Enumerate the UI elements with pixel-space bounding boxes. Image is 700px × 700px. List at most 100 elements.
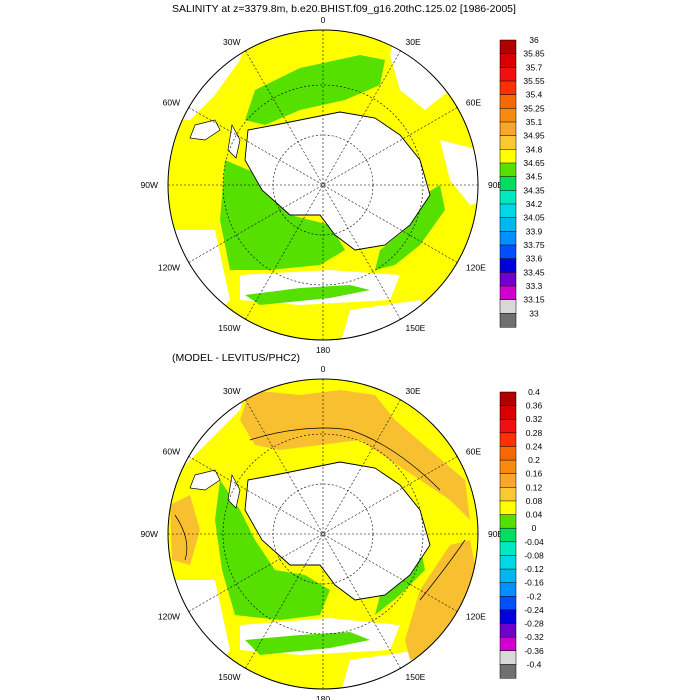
colorbar-swatch xyxy=(499,391,517,407)
longitude-label: 120E xyxy=(466,612,486,622)
colorbar-label: 33.9 xyxy=(526,226,543,236)
longitude-label: 120W xyxy=(158,612,180,622)
colorbar-swatch xyxy=(499,650,517,665)
colorbar-label: -0.36 xyxy=(524,646,544,656)
colorbar-label: 34.05 xyxy=(523,213,545,223)
colorbar-swatch xyxy=(499,582,517,597)
panel-2-orange-west xyxy=(170,495,200,565)
longitude-label: 30W xyxy=(223,386,240,396)
colorbar-label: 0.16 xyxy=(526,469,543,479)
colorbar-swatch xyxy=(499,500,517,516)
colorbar-swatch xyxy=(499,596,517,611)
longitude-label: 60W xyxy=(163,98,180,108)
longitude-label: 90E xyxy=(488,529,503,539)
colorbar-swatch xyxy=(499,432,517,448)
longitude-label: 90E xyxy=(488,180,503,190)
panel-2-title: (MODEL - LEVITUS/PHC2) xyxy=(172,352,300,364)
colorbar-label: 34.95 xyxy=(523,131,545,141)
colorbar-swatch xyxy=(499,418,517,434)
longitude-label: 60W xyxy=(163,447,180,457)
colorbar-label: 35.55 xyxy=(523,76,545,86)
colorbar-label: 34.8 xyxy=(526,144,543,154)
panel-1-graticule xyxy=(168,30,478,340)
colorbar-swatch xyxy=(499,623,517,638)
colorbar-label: -0.08 xyxy=(524,550,544,560)
panel-2-graticule xyxy=(168,379,478,689)
longitude-label: 60E xyxy=(466,98,481,108)
colorbar-label: 34.35 xyxy=(523,185,545,195)
colorbar-swatch xyxy=(499,94,517,109)
longitude-label: 150E xyxy=(406,323,426,333)
panel-2-south-america xyxy=(189,469,221,491)
colorbar-swatch xyxy=(499,190,517,205)
colorbar-label: 36 xyxy=(529,35,539,45)
panel-2-antarctica xyxy=(244,461,431,601)
longitude-label: 90W xyxy=(141,180,158,190)
panel-1-peninsula xyxy=(227,123,241,159)
colorbar-swatch xyxy=(499,272,517,287)
panel-2-frame xyxy=(167,378,479,690)
panel-1-green-west xyxy=(220,160,345,270)
colorbar-swatch xyxy=(499,135,517,150)
colorbar-label: -0.32 xyxy=(524,632,544,642)
longitude-label: 0 xyxy=(321,364,326,374)
colorbar-swatch xyxy=(499,487,517,502)
colorbar-label: 33.75 xyxy=(523,240,545,250)
colorbar-label: -0.12 xyxy=(524,564,544,574)
colorbar-swatch xyxy=(499,555,517,570)
panel-2-colorbar: 0.4 0.36 0.32 0.28 0.24 0.2 0.16 0.12 0.08 0.04 0 -… xyxy=(499,387,544,679)
colorbar-swatch xyxy=(499,217,517,232)
panel-1-frame xyxy=(167,29,479,341)
colorbar-swatch xyxy=(499,527,517,543)
colorbar-label: 33 xyxy=(529,308,539,318)
colorbar-label: 0.36 xyxy=(526,401,543,411)
colorbar-label: 35.4 xyxy=(526,90,543,100)
colorbar-swatch xyxy=(499,176,517,191)
colorbar-swatch xyxy=(499,39,517,55)
colorbar-swatch xyxy=(499,258,517,273)
longitude-label: 30W xyxy=(223,37,240,47)
colorbar-label: 0.2 xyxy=(528,455,540,465)
panel-1-colorbar: 36 35.85 35.7 35.55 35.4 35.25 35.1 34.95 34.8 34… xyxy=(499,35,545,328)
panel-1-map xyxy=(167,29,479,341)
panel-2-peninsula xyxy=(227,473,241,509)
panel-1-longitude-labels: 0 30E 60E 90E 120E 150E 180 150W 120W 90W 60W 30W xyxy=(141,15,504,355)
longitude-label: 180 xyxy=(316,694,330,700)
panel-2-map xyxy=(167,378,479,690)
colorbar-label: 0.04 xyxy=(526,510,543,520)
colorbar-swatch xyxy=(499,446,517,461)
colorbar-swatch xyxy=(499,568,517,584)
colorbar-swatch xyxy=(499,80,517,96)
panel-2-green-south xyxy=(245,632,370,655)
colorbar-swatch xyxy=(499,67,517,82)
colorbar-label: -0.16 xyxy=(524,578,544,588)
panel-1-green-south xyxy=(245,285,370,305)
colorbar-swatch xyxy=(499,541,517,556)
colorbar-label: 34.5 xyxy=(526,172,543,182)
colorbar-swatch xyxy=(499,405,517,420)
colorbar-swatch xyxy=(499,108,517,123)
colorbar-label: 0.28 xyxy=(526,428,543,438)
colorbar-swatch xyxy=(499,53,517,68)
colorbar-label: -0.2 xyxy=(527,591,542,601)
colorbar-label: -0.28 xyxy=(524,619,544,629)
longitude-label: 0 xyxy=(321,15,326,25)
colorbar-label: 35.25 xyxy=(523,103,545,113)
longitude-label: 30E xyxy=(406,386,421,396)
colorbar-label: 35.7 xyxy=(526,62,543,72)
colorbar-label: 33.45 xyxy=(523,267,545,277)
panel-2-orange-north xyxy=(240,390,470,520)
colorbar-swatch xyxy=(499,121,517,137)
panel-1-green-east xyxy=(375,185,445,270)
colorbar-label: -0.04 xyxy=(524,537,544,547)
longitude-label: 150W xyxy=(218,323,240,333)
colorbar-swatch xyxy=(499,473,517,488)
colorbar-label: 33.3 xyxy=(526,281,543,291)
colorbar-label: 0.12 xyxy=(526,482,543,492)
panel-1-south-america xyxy=(189,119,221,141)
colorbar-swatch xyxy=(499,244,517,260)
colorbar-swatch xyxy=(499,149,517,164)
colorbar-label: -0.24 xyxy=(524,605,544,615)
colorbar-label: 0.32 xyxy=(526,414,543,424)
